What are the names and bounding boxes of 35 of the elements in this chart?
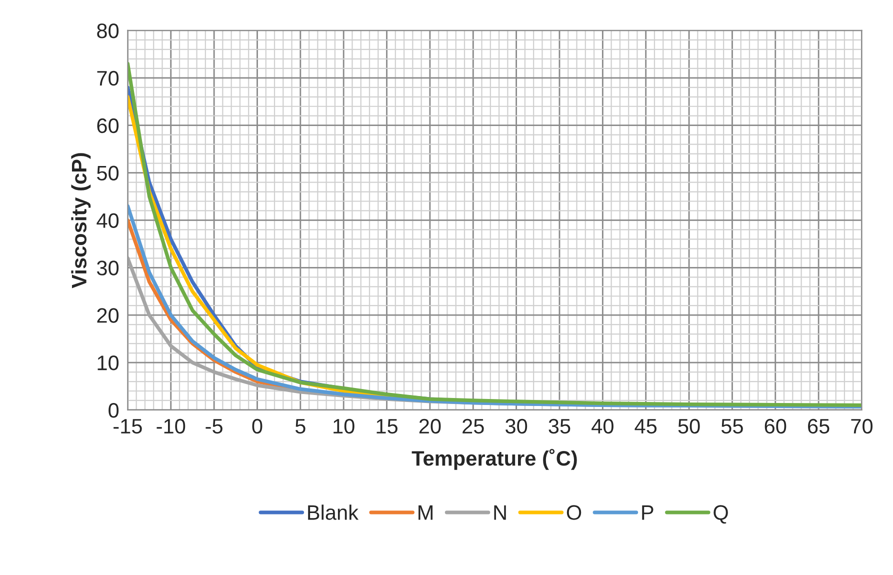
y-tick-label: 10 <box>98 356 119 370</box>
y-axis-title: Viscosity (cP) <box>71 153 91 288</box>
legend-label: N <box>494 505 506 520</box>
x-tick-label: 0 <box>252 418 262 434</box>
legend-label: Q <box>714 505 728 524</box>
legend-label: P <box>642 505 654 520</box>
x-tick-label: -15 <box>114 419 142 434</box>
legend-label: O <box>566 505 582 520</box>
x-tick-label: 25 <box>462 418 484 434</box>
legend-label: Blank <box>308 504 359 520</box>
y-tick-label: 20 <box>97 308 119 323</box>
y-tick-label: 0 <box>108 402 119 418</box>
y-tick-label: 70 <box>97 70 119 86</box>
legend-label: M <box>418 505 432 520</box>
x-tick-label: 15 <box>376 419 398 434</box>
x-tick-label: 40 <box>592 418 614 434</box>
x-tick-label: 30 <box>506 418 528 434</box>
x-tick-label: 70 <box>851 418 873 434</box>
x-tick-label: 65 <box>808 418 830 434</box>
x-axis-title: Temperature (˚C) <box>412 448 577 470</box>
y-tick-label: 60 <box>97 118 119 134</box>
y-tick-label: 80 <box>97 23 119 38</box>
x-tick-label: 60 <box>764 418 786 434</box>
x-tick-label: 35 <box>548 418 570 434</box>
x-tick-label: 45 <box>634 419 657 434</box>
x-tick-label: 5 <box>295 419 306 434</box>
x-tick-label: -10 <box>156 418 186 434</box>
y-tick-label: 50 <box>97 166 119 181</box>
y-tick-label: 30 <box>96 260 119 276</box>
x-tick-label: 55 <box>721 419 743 434</box>
x-tick-label: 20 <box>419 418 441 434</box>
x-tick-label: 50 <box>678 418 700 434</box>
x-tick-label: 10 <box>334 418 354 434</box>
x-tick-label: -5 <box>206 419 222 434</box>
y-tick-label: 40 <box>96 213 119 228</box>
